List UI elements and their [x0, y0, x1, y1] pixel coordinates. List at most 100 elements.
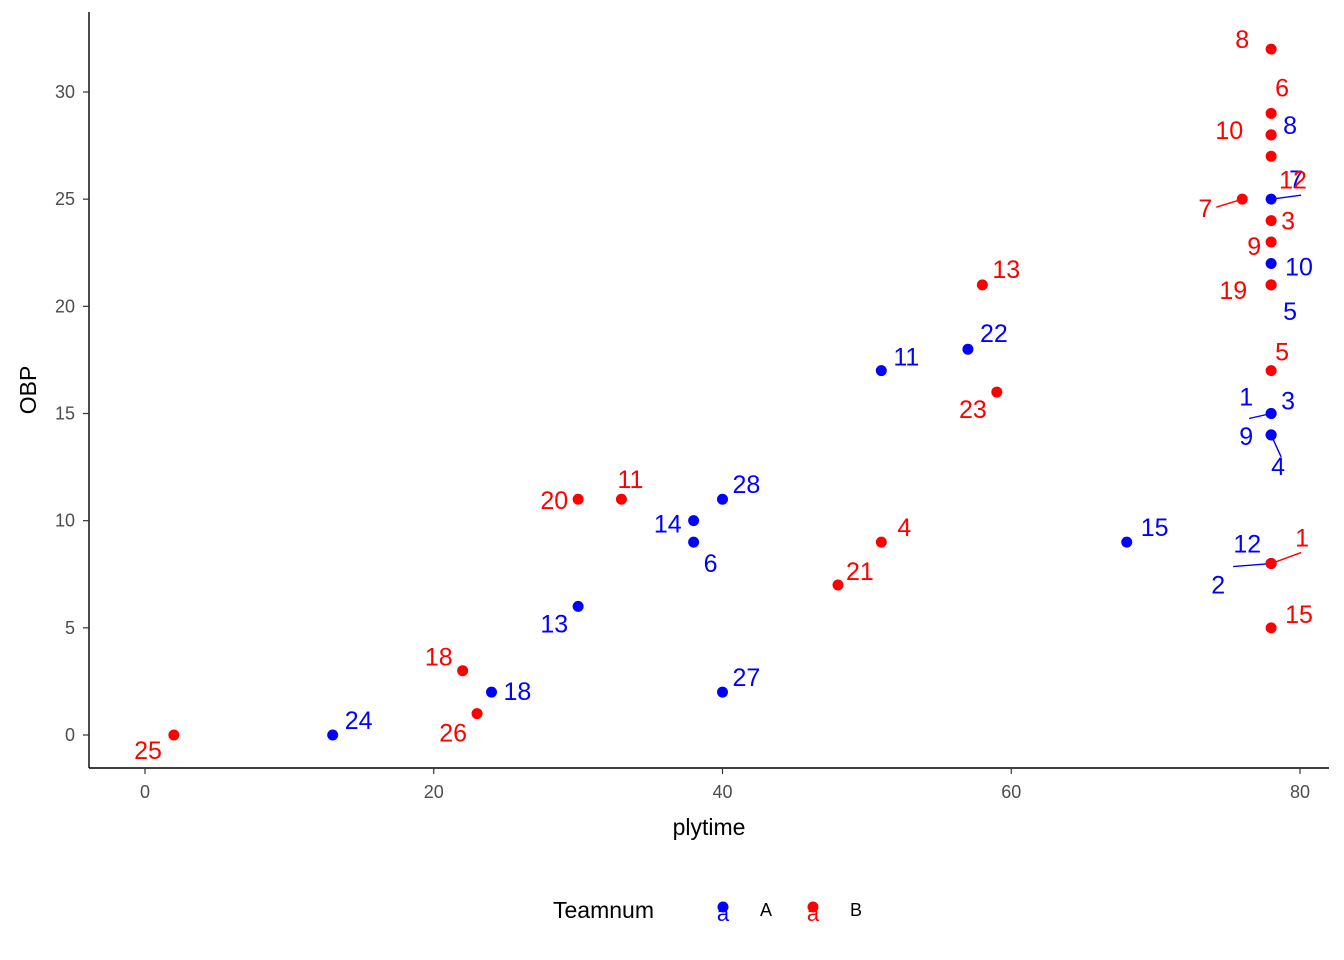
data-label-b: 1 [1295, 525, 1309, 553]
data-point-b [457, 665, 469, 677]
x-tick-label: 60 [1001, 782, 1021, 802]
data-point-a [1265, 429, 1277, 441]
data-label-b: 11 [617, 466, 643, 494]
data-point-a [572, 600, 584, 612]
data-point-b [1265, 107, 1277, 119]
data-label-b: 21 [846, 558, 874, 586]
data-label-b: 4 [897, 514, 911, 542]
data-point-b [572, 493, 584, 505]
legend-key-point [807, 901, 819, 913]
data-point-b [1265, 558, 1277, 570]
data-label-a: 4 [1271, 453, 1285, 481]
data-point-b [168, 729, 180, 741]
y-tick-label: 15 [55, 404, 75, 424]
data-point-b [991, 386, 1003, 398]
legend-key-glyph: a [807, 901, 820, 926]
data-point-b [1265, 43, 1277, 55]
data-point-b [1265, 622, 1277, 634]
data-label-a: 3 [1281, 388, 1295, 416]
data-label-b: 3 [1281, 208, 1295, 236]
data-label-b: 18 [425, 644, 453, 672]
data-point-a [717, 493, 728, 505]
data-label-a: 7 [1289, 166, 1303, 194]
data-label-b: 8 [1235, 26, 1249, 54]
data-label-a: 8 [1283, 112, 1297, 140]
y-tick-label: 10 [55, 511, 75, 531]
data-label-a: 28 [733, 471, 761, 499]
data-point-a [1265, 408, 1277, 419]
data-point-a [717, 686, 728, 698]
data-point-b [1265, 365, 1277, 377]
data-point-a [688, 536, 700, 548]
x-tick-label: 80 [1290, 782, 1310, 802]
data-point-b [1265, 129, 1277, 141]
data-point-b [1265, 150, 1277, 162]
data-point-a [962, 343, 974, 355]
data-point-a [1265, 257, 1277, 269]
data-label-b: 25 [134, 737, 162, 765]
data-label-a: 13 [540, 610, 568, 638]
data-label-b: 9 [1247, 233, 1261, 261]
data-label-a: 15 [1141, 514, 1169, 542]
data-point-a [688, 515, 700, 527]
y-tick-label: 0 [65, 725, 75, 745]
data-points [168, 43, 1277, 741]
data-label-a: 11 [893, 344, 919, 372]
data-point-b [615, 493, 627, 505]
legend-title: Teamnum [553, 897, 654, 923]
data-point-a [327, 729, 339, 741]
data-label-b: 10 [1215, 117, 1243, 145]
data-label-a: 6 [704, 550, 718, 578]
data-point-b [471, 708, 483, 720]
data-label-a: 2 [1211, 572, 1225, 600]
y-tick-label: 30 [55, 82, 75, 102]
data-label-b: 6 [1275, 74, 1289, 102]
label-leader-line [1233, 562, 1272, 568]
data-point-b [1265, 279, 1277, 291]
data-label-b: 23 [959, 396, 987, 424]
data-label-b: 26 [439, 720, 467, 748]
legend-key-point [717, 901, 729, 913]
y-tick-label: 5 [65, 618, 75, 638]
data-label-b: 13 [992, 256, 1020, 284]
data-point-b [976, 279, 988, 291]
data-label-b: 12 [1279, 166, 1307, 194]
legend-label: B [850, 900, 862, 920]
data-label-a: 14 [654, 511, 682, 539]
y-axis-title: OBP [15, 366, 41, 415]
data-point-b [1265, 236, 1277, 248]
data-label-a: 1 [1239, 384, 1253, 412]
data-label-a: 5 [1283, 298, 1297, 326]
y-tick-label: 25 [55, 189, 75, 209]
data-point-a [486, 686, 497, 698]
x-tick-label: 40 [712, 782, 732, 802]
data-label-b: 15 [1285, 601, 1313, 629]
data-point-a [1121, 536, 1133, 548]
x-tick-label: 0 [140, 782, 150, 802]
data-label-a: 10 [1285, 253, 1313, 281]
y-tick-label: 20 [55, 296, 75, 316]
data-label-a: 27 [733, 664, 761, 692]
legend-label: A [760, 900, 772, 920]
data-label-b: 19 [1219, 277, 1247, 305]
data-label-a: 22 [980, 320, 1008, 348]
data-label-a: 9 [1239, 423, 1253, 451]
data-point-a [1265, 193, 1277, 205]
legend-key-glyph: a [717, 901, 730, 926]
x-axis-title: plytime [673, 814, 746, 840]
data-label-a: 24 [345, 707, 373, 735]
data-label-b: 5 [1275, 339, 1289, 367]
data-point-b [875, 536, 887, 548]
data-label-b: 7 [1198, 195, 1212, 223]
x-tick-label: 20 [424, 782, 444, 802]
data-label-b: 20 [540, 487, 568, 515]
data-label-a: 12 [1233, 531, 1261, 559]
data-point-b [832, 579, 844, 591]
data-point-b [1265, 215, 1277, 227]
data-point-b [1236, 193, 1248, 205]
